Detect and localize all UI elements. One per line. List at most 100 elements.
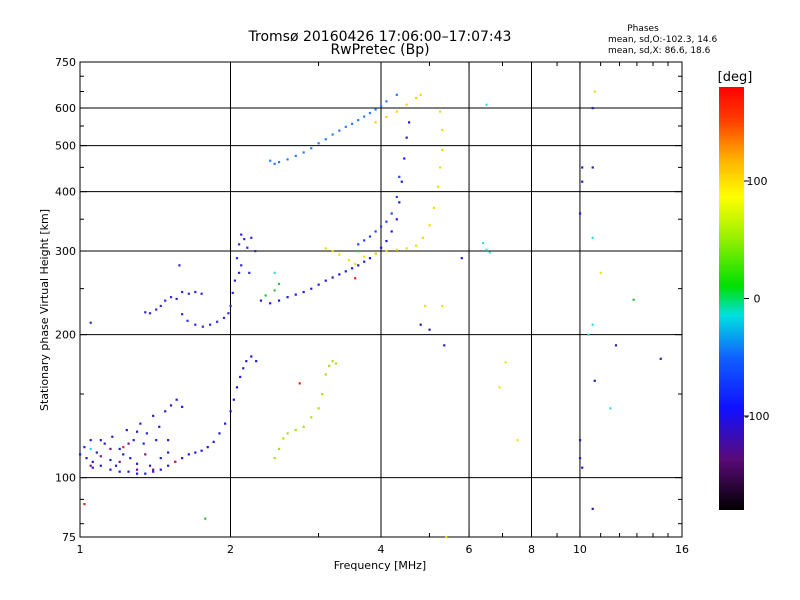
data-point (218, 432, 221, 435)
data-point (232, 398, 235, 401)
data-point (233, 279, 236, 282)
data-point (129, 456, 132, 460)
x-tick-label: 1 (77, 543, 84, 556)
data-point (200, 449, 203, 452)
legend-line-x: mean, sd,X: 86.6, 18.6 (608, 46, 711, 56)
data-point (167, 439, 170, 442)
data-point (286, 158, 289, 161)
data-point (122, 453, 125, 456)
data-point (118, 447, 121, 451)
phase-colorbar: [deg] 100 0 -100 (718, 70, 769, 510)
data-point (344, 125, 347, 128)
data-point (148, 312, 152, 315)
data-point (324, 138, 327, 141)
data-point (118, 470, 121, 473)
data-point (398, 175, 401, 178)
colorbar-gradient (719, 87, 744, 510)
data-point (328, 364, 331, 367)
colorbar-tick-label: 100 (747, 175, 768, 188)
data-point (390, 230, 393, 233)
data-point (498, 386, 501, 389)
data-point (209, 323, 212, 326)
data-point (164, 410, 167, 413)
x-axis-label: Frequency [MHz] (334, 559, 426, 572)
data-point (368, 235, 372, 238)
data-point (398, 201, 401, 204)
data-point (181, 405, 184, 408)
data-point (385, 239, 388, 243)
data-point (103, 442, 106, 445)
data-point (331, 250, 334, 253)
data-point (169, 296, 173, 299)
data-point (395, 218, 398, 221)
data-point (122, 446, 125, 449)
data-point (111, 435, 114, 438)
data-point (224, 422, 227, 425)
data-point (91, 460, 94, 463)
y-tick-label: 300 (55, 245, 76, 258)
data-point (439, 166, 442, 169)
data-point (591, 166, 594, 169)
data-point (445, 536, 448, 539)
x-tick-label: 16 (675, 543, 689, 556)
data-point (259, 299, 263, 302)
y-tick-label: 100 (55, 472, 76, 485)
data-point (144, 311, 147, 314)
data-point (174, 460, 177, 463)
data-point (516, 439, 519, 442)
data-point (167, 464, 170, 467)
data-point (194, 451, 197, 454)
data-point (659, 357, 662, 360)
data-point (310, 287, 313, 290)
data-point (254, 250, 257, 253)
data-point (441, 128, 444, 131)
data-point (212, 440, 215, 443)
data-point (357, 243, 360, 246)
data-point (400, 180, 403, 183)
data-point (302, 290, 305, 294)
data-point (419, 323, 422, 326)
data-point (152, 470, 155, 473)
data-point (125, 428, 128, 432)
data-point (395, 93, 398, 96)
data-point (135, 468, 139, 471)
data-point (368, 111, 372, 115)
data-point (79, 453, 82, 456)
phase-legend: Phases mean, sd,O:-102.3, 14.6 mean, sd,… (608, 24, 718, 56)
data-point (109, 468, 112, 471)
data-point (152, 468, 155, 471)
data-point (201, 325, 204, 328)
x-tick-label: 8 (528, 543, 535, 556)
data-point (395, 110, 398, 113)
data-point (264, 294, 267, 297)
data-point (83, 446, 86, 449)
data-point (273, 289, 276, 292)
data-point (374, 230, 377, 233)
data-point (148, 464, 152, 467)
data-point (421, 236, 425, 239)
data-point (235, 386, 239, 389)
data-point (593, 379, 596, 382)
y-tick-label: 750 (55, 56, 76, 69)
data-point (581, 166, 584, 169)
data-point (338, 253, 341, 256)
chart-subtitle: RwPretec (Bp) (330, 42, 429, 58)
data-point (273, 456, 276, 460)
data-point (443, 344, 446, 347)
data-point (89, 321, 92, 324)
data-point (614, 344, 618, 347)
y-tick-label: 400 (55, 186, 76, 199)
data-point (460, 257, 463, 260)
data-point (354, 277, 357, 280)
data-point (485, 248, 488, 251)
data-point (405, 136, 408, 139)
data-point (415, 244, 418, 247)
data-point (238, 243, 241, 246)
data-point (363, 255, 366, 258)
data-point (298, 382, 301, 385)
data-point (242, 367, 245, 370)
data-point (282, 437, 285, 440)
data-point (424, 304, 427, 308)
data-point (578, 212, 582, 215)
